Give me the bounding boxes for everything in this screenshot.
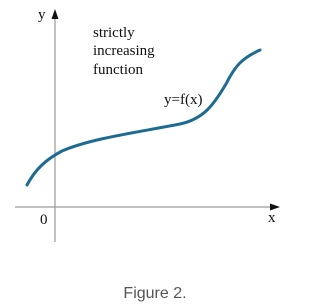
function-curve: [25, 48, 262, 187]
x-axis-label: x: [268, 210, 276, 226]
annotation-line: function: [93, 62, 143, 78]
figure: y x 0 strictly increasing function y=f(x…: [15, 7, 280, 302]
annotation-line: increasing: [93, 43, 155, 59]
y-arrow: [51, 9, 59, 19]
annotation-line: strictly: [93, 25, 135, 41]
x-arrow: [270, 203, 280, 211]
origin-label: 0: [40, 212, 48, 228]
caption: Figure 2.: [123, 285, 186, 302]
curve-label: y=f(x): [164, 92, 202, 108]
y-axis-label: y: [38, 7, 46, 23]
